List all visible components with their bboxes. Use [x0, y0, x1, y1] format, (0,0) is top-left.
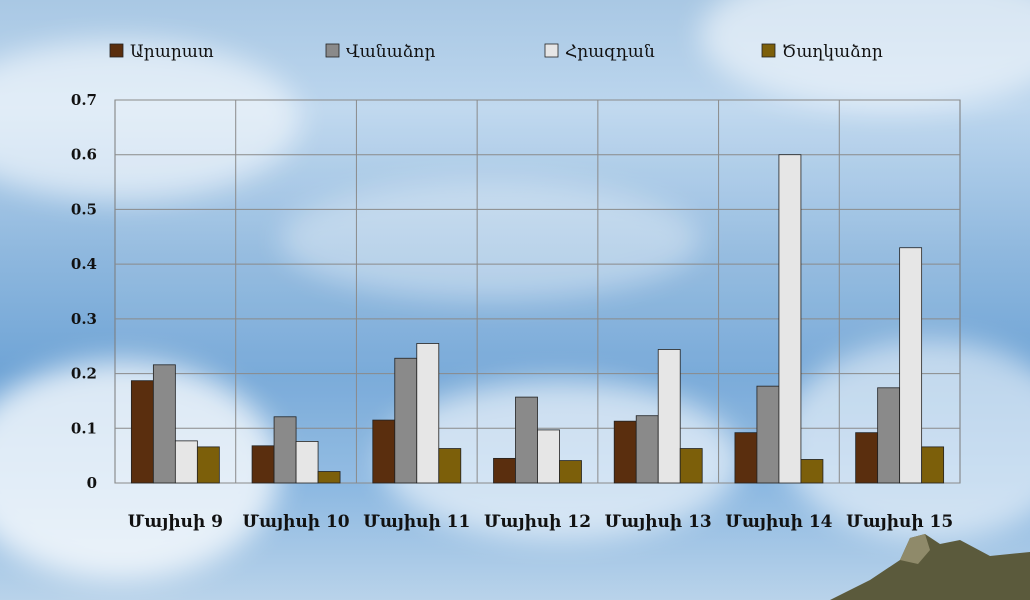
bar-4-1 — [196, 446, 220, 484]
bar-2-1 — [152, 364, 176, 484]
y-tick-label: 0.3 — [71, 310, 97, 328]
bar-3-5 — [657, 349, 681, 484]
bar-3-7 — [899, 247, 923, 484]
bar-2-7 — [877, 387, 901, 484]
legend-swatch — [761, 43, 776, 58]
legend-label: Հրազդան — [565, 42, 655, 62]
legend-label: Վանաձոր — [346, 42, 435, 62]
x-category-label: Մայիսի 11 — [363, 512, 470, 532]
y-axis-ticks: 0 0.1 0.2 0.3 0.4 0.5 0.6 0.7 — [71, 91, 97, 492]
bar-3-4 — [537, 429, 560, 484]
x-category-label: Մայիսի 14 — [725, 512, 832, 532]
bar-4-7 — [921, 446, 945, 484]
bar-1-6 — [734, 432, 758, 484]
legend-swatch — [109, 43, 124, 58]
x-axis-labels: Մայիսի 9 Մայիսի 10 Մայիսի 11 Մայիսի 12 Մայիս… — [128, 512, 953, 532]
bar-1-3 — [372, 419, 396, 484]
y-tick-label: 0 — [87, 474, 97, 492]
bar-1-7 — [855, 432, 879, 484]
bar-2-6 — [756, 385, 780, 484]
bar-4-4 — [559, 460, 582, 484]
bar-1-2 — [251, 445, 275, 484]
x-category-label: Մայիսի 9 — [128, 512, 223, 532]
bar-2-2 — [273, 416, 297, 484]
bar-3-1 — [174, 440, 198, 484]
bar-3-2 — [295, 441, 319, 484]
x-category-label: Մայիսի 13 — [605, 512, 712, 532]
x-category-label: Մայիսի 12 — [484, 512, 591, 532]
x-category-label: Մայիսի 15 — [846, 512, 953, 532]
bars — [130, 154, 945, 484]
y-tick-label: 0.5 — [71, 200, 97, 218]
bar-3-3 — [416, 343, 440, 484]
bar-1-4 — [493, 457, 516, 484]
legend-label: Ծաղկաձոր — [782, 42, 883, 62]
legend-swatch — [325, 43, 340, 58]
legend-label: Արարատ — [130, 42, 214, 62]
y-tick-label: 0.6 — [71, 146, 97, 164]
bar-4-2 — [317, 471, 341, 484]
x-category-label: Մայիսի 10 — [243, 512, 350, 532]
bar-4-6 — [800, 459, 824, 484]
bar-2-5 — [635, 415, 659, 484]
bar-2-3 — [394, 357, 418, 484]
legend-swatch — [544, 43, 559, 58]
bar-3-6 — [778, 154, 802, 484]
mountain-image — [830, 534, 1030, 600]
y-tick-label: 0.7 — [71, 91, 97, 109]
legend: Արարատ Վանաձոր Հրազդան Ծաղկաձոր — [109, 42, 883, 62]
y-tick-label: 0.4 — [71, 255, 97, 273]
bar-4-3 — [438, 448, 462, 484]
bar-2-4 — [515, 396, 538, 484]
y-tick-label: 0.2 — [71, 365, 97, 383]
bar-4-5 — [679, 448, 703, 484]
bar-1-1 — [130, 380, 154, 484]
bar-1-5 — [613, 420, 637, 484]
y-tick-label: 0.1 — [71, 419, 97, 437]
